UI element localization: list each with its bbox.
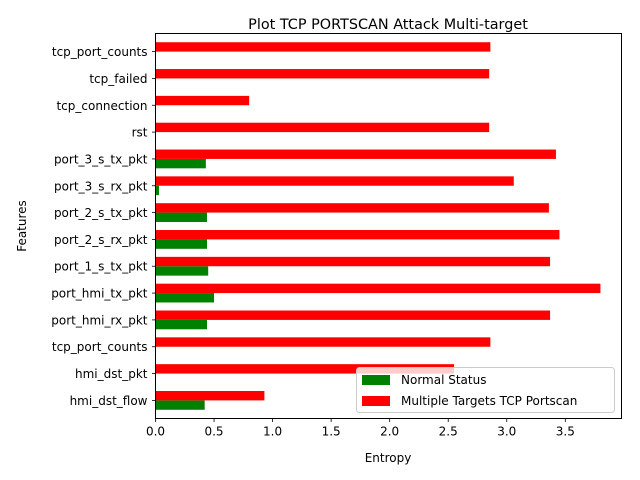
y-tick-label-tcp-failed-12: tcp_failed [89,72,147,86]
y-tick-label-rst-10: rst [132,126,148,140]
y-tick-label-tcp-port-counts-13: tcp_port_counts [52,45,148,59]
legend-swatch-normal-status [362,375,390,385]
y-tick-label-port-2-s-tx-pkt-7: port_2_s_tx_pkt [54,206,148,220]
y-tick-label-port-3-s-tx-pkt-9: port_3_s_tx_pkt [54,152,148,166]
bar-normal-status-port-3-s-rx-pkt-8 [155,185,160,196]
bar-multiple-targets-tcp-portscan-port-3-s-tx-pkt-9 [155,149,556,159]
x-tick-label-0: 0.0 [146,425,165,439]
x-axis-label: Entropy [365,451,412,465]
y-axis-ticks: hmi_dst_flowhmi_dst_pkttcp_port_countspo… [51,45,156,408]
y-tick-label-port-3-s-rx-pkt-8: port_3_s_rx_pkt [54,179,148,193]
chart-title: Plot TCP PORTSCAN Attack Multi-target [248,17,528,33]
bar-multiple-targets-tcp-portscan-port-2-s-rx-pkt-6 [155,230,560,240]
y-tick-label-tcp-connection-11: tcp_connection [56,99,147,113]
bar-multiple-targets-tcp-portscan-rst-10 [155,122,490,133]
legend: Normal Status Multiple Targets TCP Ports… [356,367,615,413]
bar-normal-status-port-2-s-tx-pkt-7 [155,212,208,222]
legend-label-normal-status: Normal Status [401,373,486,387]
plot-frame [155,33,622,419]
x-tick-label-2: 1.0 [263,425,282,439]
legend-box [356,367,615,413]
x-tick-label-1: 0.5 [204,425,223,439]
x-tick-label-7: 3.5 [556,425,575,439]
bar-normal-status-port-2-s-rx-pkt-6 [155,239,208,249]
y-tick-label-port-hmi-tx-pkt-4: port_hmi_tx_pkt [51,287,148,301]
x-axis-ticks: 0.0 0.5 1.0 1.5 2.0 2.5 3.0 3.5 [146,418,575,439]
bar-normal-status-port-hmi-rx-pkt-3 [155,319,208,330]
y-tick-label-port-hmi-rx-pkt-3: port_hmi_rx_pkt [51,313,148,327]
y-axis-label: Features [15,200,29,252]
bar-normal-status-port-1-s-tx-pkt-5 [155,266,209,276]
x-tick-label-6: 3.0 [497,425,516,439]
x-tick-label-5: 2.5 [439,425,458,439]
legend-swatch-multiple-targets [362,396,390,406]
bar-multiple-targets-tcp-portscan-port-1-s-tx-pkt-5 [155,256,551,267]
y-tick-label-port-1-s-tx-pkt-5: port_1_s_tx_pkt [54,260,148,274]
bar-multiple-targets-tcp-portscan-tcp-failed-12 [155,69,490,79]
bar-multiple-targets-tcp-portscan-port-2-s-tx-pkt-7 [155,203,549,213]
bar-multiple-targets-tcp-portscan-port-hmi-rx-pkt-3 [155,310,551,320]
bar-multiple-targets-tcp-portscan-port-3-s-rx-pkt-8 [155,176,514,186]
x-tick-label-4: 2.0 [380,425,399,439]
bar-multiple-targets-tcp-portscan-tcp-port-counts-2 [155,337,491,347]
y-tick-label-hmi-dst-pkt-1: hmi_dst_pkt [75,367,148,381]
x-tick-label-3: 1.5 [322,425,341,439]
bar-multiple-targets-tcp-portscan-hmi-dst-flow-0 [155,391,265,401]
bar-multiple-targets-tcp-portscan-tcp-port-counts-13 [155,42,491,52]
legend-label-multiple-targets: Multiple Targets TCP Portscan [401,394,577,408]
y-tick-label-hmi-dst-flow-0: hmi_dst_flow [70,394,148,408]
y-tick-label-tcp-port-counts-2: tcp_port_counts [52,340,148,354]
bars-group [155,42,601,410]
bar-normal-status-hmi-dst-flow-0 [155,400,205,410]
bar-multiple-targets-tcp-portscan-tcp-connection-11 [155,95,250,106]
y-tick-label-port-2-s-rx-pkt-6: port_2_s_rx_pkt [54,233,148,247]
bar-multiple-targets-tcp-portscan-hmi-dst-pkt-1 [155,364,455,374]
bar-normal-status-port-3-s-tx-pkt-9 [155,158,206,169]
bar-multiple-targets-tcp-portscan-port-hmi-tx-pkt-4 [155,283,601,294]
bar-normal-status-port-hmi-tx-pkt-4 [155,293,215,303]
